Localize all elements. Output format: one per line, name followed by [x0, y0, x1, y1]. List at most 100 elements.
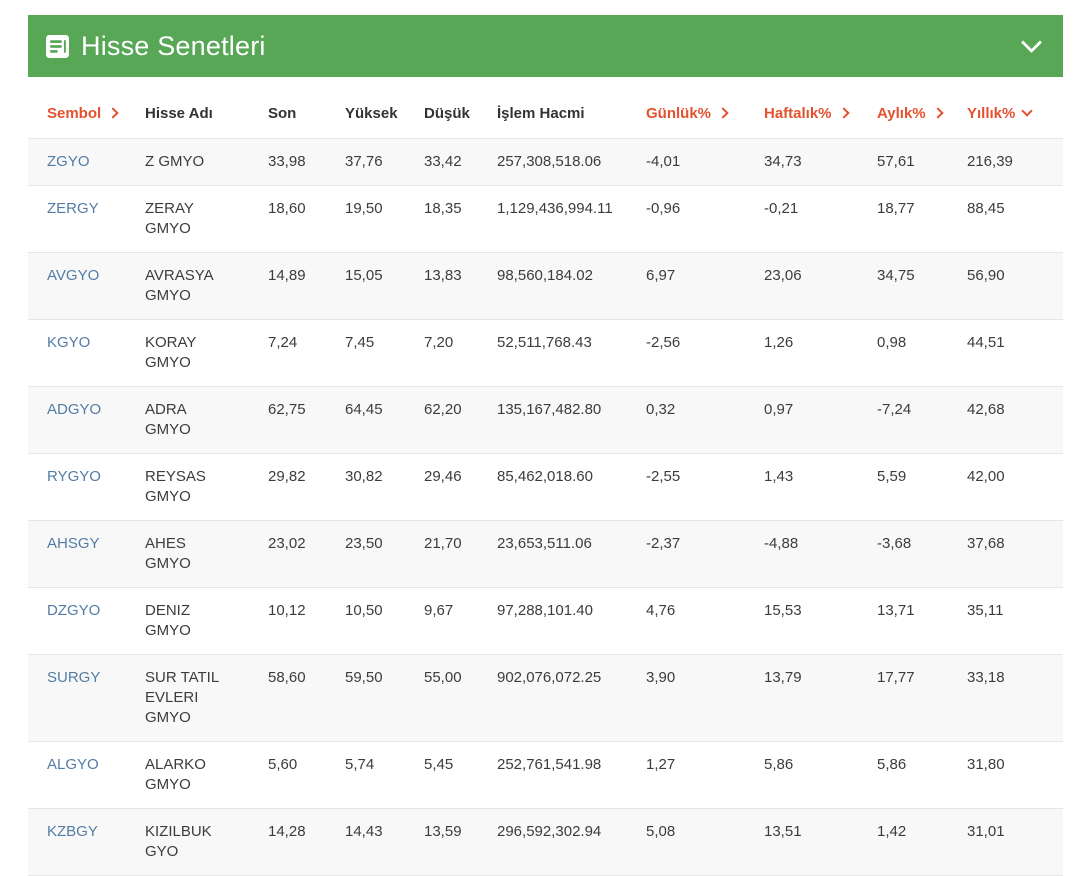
- cell-last: 23,02: [268, 520, 345, 588]
- cell-high: 10,50: [345, 587, 424, 655]
- table-row: SURGY SUR TATIL EVLERI GMYO 58,60 59,50 55,0…: [28, 654, 1063, 742]
- cell-daily: -2,55: [646, 453, 764, 521]
- cell-yearly: 56,90: [967, 252, 1063, 320]
- column-header-weekly[interactable]: Haftalık%: [764, 90, 877, 139]
- column-label: Günlük%: [646, 105, 712, 122]
- cell-volume: 23,653,511.06: [497, 520, 646, 588]
- sort-chevron-right-icon: [717, 107, 729, 119]
- table-row: KZBGY KIZILBUK GYO 14,28 14,43 13,59 296,592,…: [28, 808, 1063, 876]
- cell-monthly: -3,68: [877, 520, 967, 588]
- sort-chevron-right-icon: [837, 107, 850, 119]
- column-label: Aylık%: [877, 105, 926, 122]
- cell-monthly: 34,75: [877, 252, 967, 320]
- cell-low: 13,83: [424, 252, 497, 320]
- column-header-last: Son: [268, 90, 345, 139]
- collapse-chevron-down-icon[interactable]: [1020, 31, 1043, 53]
- column-header-monthly[interactable]: Aylık%: [877, 90, 967, 139]
- symbol-link[interactable]: KZBGY: [47, 823, 98, 840]
- cell-monthly: 13,71: [877, 587, 967, 655]
- symbol-link[interactable]: ZGYO: [47, 153, 90, 170]
- cell-last: 18,60: [268, 185, 345, 253]
- sort-chevron-right-icon: [107, 107, 119, 119]
- cell-high: 19,50: [345, 185, 424, 253]
- cell-last: 14,28: [268, 808, 345, 876]
- cell-high: 64,45: [345, 386, 424, 454]
- symbol-link[interactable]: AHSGY: [47, 535, 100, 552]
- cell-daily: -4,01: [646, 138, 764, 186]
- column-label: Haftalık%: [764, 105, 832, 122]
- sort-chevron-down-icon: [1021, 105, 1034, 117]
- cell-volume: 97,288,101.40: [497, 587, 646, 655]
- cell-low: 33,42: [424, 138, 497, 186]
- cell-weekly: 1,43: [764, 453, 877, 521]
- cell-volume: 257,308,518.06: [497, 138, 646, 186]
- cell-low: 7,20: [424, 319, 497, 387]
- symbol-link[interactable]: SURGY: [47, 669, 101, 686]
- cell-monthly: 5,59: [877, 453, 967, 521]
- cell-monthly: 0,98: [877, 319, 967, 387]
- cell-volume: 135,167,482.80: [497, 386, 646, 454]
- cell-volume: 902,076,072.25: [497, 654, 646, 742]
- column-label: Sembol: [47, 105, 102, 122]
- cell-monthly: -7,24: [877, 386, 967, 454]
- column-label: Yıllık%: [967, 105, 1016, 122]
- column-header-volume: İşlem Hacmi: [497, 90, 646, 139]
- cell-daily: -2,56: [646, 319, 764, 387]
- symbol-link[interactable]: RYGYO: [47, 468, 101, 485]
- cell-high: 23,50: [345, 520, 424, 588]
- cell-symbol: ADGYO: [28, 386, 145, 454]
- cell-weekly: 13,51: [764, 808, 877, 876]
- table-row: AVGYO AVRASYA GMYO 14,89 15,05 13,83 98,560,1…: [28, 252, 1063, 320]
- cell-name: AHES GMYO: [145, 520, 268, 588]
- cell-high: 15,05: [345, 252, 424, 320]
- cell-monthly: 57,61: [877, 138, 967, 186]
- cell-symbol: ZGYO: [28, 138, 145, 186]
- cell-symbol: SURGY: [28, 654, 145, 742]
- column-header-symbol[interactable]: Sembol: [28, 90, 145, 139]
- cell-yearly: 37,68: [967, 520, 1063, 588]
- cell-daily: 4,76: [646, 587, 764, 655]
- cell-volume: 1,129,436,994.11: [497, 185, 646, 253]
- symbol-link[interactable]: DZGYO: [47, 602, 101, 619]
- symbol-link[interactable]: KGYO: [47, 334, 91, 351]
- cell-volume: 252,761,541.98: [497, 741, 646, 809]
- cell-daily: 3,90: [646, 654, 764, 742]
- column-header-yearly[interactable]: Yıllık%: [967, 90, 1063, 139]
- cell-low: 9,67: [424, 587, 497, 655]
- column-header-daily[interactable]: Günlük%: [646, 90, 764, 139]
- stocks-widget: Hisse Senetleri Sembol Hisse Adı Son Yüksek…: [28, 15, 1063, 876]
- journal-icon: [46, 34, 69, 58]
- symbol-link[interactable]: AVGYO: [47, 267, 100, 284]
- cell-yearly: 31,01: [967, 808, 1063, 876]
- cell-monthly: 5,86: [877, 741, 967, 809]
- symbol-link[interactable]: ALGYO: [47, 756, 99, 773]
- column-header-low: Düşük: [424, 90, 497, 139]
- table-row: AHSGY AHES GMYO 23,02 23,50 21,70 23,653,511.…: [28, 520, 1063, 588]
- cell-yearly: 88,45: [967, 185, 1063, 253]
- column-header-high: Yüksek: [345, 90, 424, 139]
- cell-symbol: AVGYO: [28, 252, 145, 320]
- cell-last: 29,82: [268, 453, 345, 521]
- cell-high: 7,45: [345, 319, 424, 387]
- cell-yearly: 33,18: [967, 654, 1063, 742]
- symbol-link[interactable]: ADGYO: [47, 401, 102, 418]
- table-row: DZGYO DENIZ GMYO 10,12 10,50 9,67 97,288,101.…: [28, 587, 1063, 655]
- widget-header: Hisse Senetleri: [28, 15, 1063, 77]
- symbol-link[interactable]: ZERGY: [47, 200, 99, 217]
- cell-name: KORAY GMYO: [145, 319, 268, 387]
- cell-high: 37,76: [345, 138, 424, 186]
- cell-weekly: 15,53: [764, 587, 877, 655]
- cell-yearly: 35,11: [967, 587, 1063, 655]
- cell-weekly: 34,73: [764, 138, 877, 186]
- cell-monthly: 1,42: [877, 808, 967, 876]
- cell-daily: 1,27: [646, 741, 764, 809]
- cell-weekly: 1,26: [764, 319, 877, 387]
- cell-monthly: 17,77: [877, 654, 967, 742]
- cell-last: 5,60: [268, 741, 345, 809]
- cell-weekly: 23,06: [764, 252, 877, 320]
- cell-weekly: 13,79: [764, 654, 877, 742]
- cell-daily: 0,32: [646, 386, 764, 454]
- cell-symbol: ALGYO: [28, 741, 145, 809]
- table-row: ZERGY ZERAY GMYO 18,60 19,50 18,35 1,129,436,…: [28, 185, 1063, 253]
- cell-low: 55,00: [424, 654, 497, 742]
